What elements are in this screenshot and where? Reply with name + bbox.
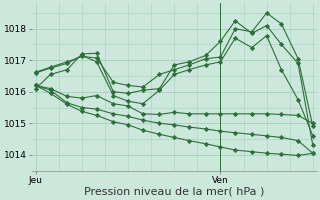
X-axis label: Pression niveau de la mer( hPa ): Pression niveau de la mer( hPa ) — [84, 187, 264, 197]
